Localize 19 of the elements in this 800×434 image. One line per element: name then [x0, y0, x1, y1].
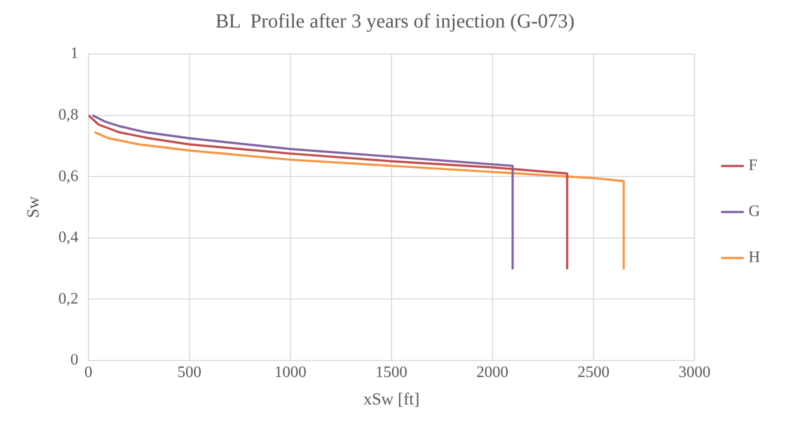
y-tick-label: 1 [70, 45, 78, 62]
legend-label: F [748, 157, 758, 174]
x-axis-title: xSw [ft] [363, 389, 420, 408]
legend-label: H [748, 249, 760, 266]
x-tick-label: 2000 [476, 364, 508, 382]
y-tick-label: 0,2 [58, 290, 78, 308]
legend-label: G [748, 203, 760, 220]
x-tick-label: 1000 [274, 364, 306, 382]
x-tick-label: 500 [177, 364, 202, 382]
y-axis-title: Sw [24, 196, 43, 218]
x-tick-label: 2500 [577, 364, 610, 382]
y-tick-label: 0,4 [58, 229, 78, 246]
chart-title: BL Profile after 3 years of injection (G-073) [215, 10, 575, 32]
y-tick-label: 0,6 [58, 168, 78, 185]
x-tick-label: 0 [84, 364, 92, 382]
x-tick-label: 3000 [678, 364, 710, 382]
y-tick-label: 0 [70, 352, 78, 369]
x-tick-label: 1500 [375, 364, 408, 382]
y-tick-label: 0,8 [58, 106, 78, 124]
